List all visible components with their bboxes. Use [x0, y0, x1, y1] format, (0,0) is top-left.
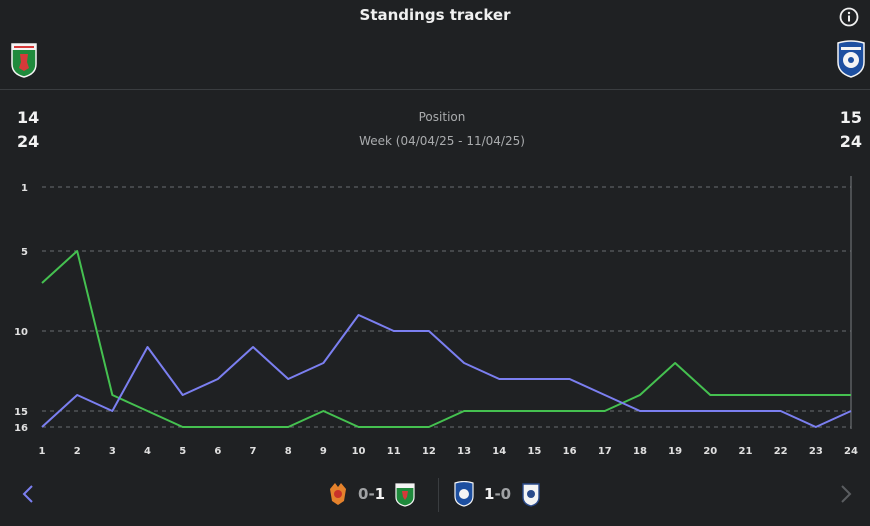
x-tick-label: 10: [352, 446, 366, 457]
series-line-0: [41, 250, 851, 428]
opponent-crest-icon: [330, 483, 346, 505]
x-tick-label: 7: [250, 446, 257, 457]
week-label: Week (04/04/25 - 11/04/25): [359, 134, 525, 148]
x-tick-label: 13: [457, 446, 471, 457]
info-icon[interactable]: [839, 7, 859, 27]
y-tick-label: 16: [14, 423, 28, 434]
position-label: Position: [418, 110, 466, 124]
home-position: 14: [17, 108, 40, 127]
home-team-crest-small-icon: [395, 483, 415, 507]
away-position: 15: [839, 108, 862, 127]
header-divider: [0, 89, 870, 90]
x-tick-label: 22: [774, 446, 788, 457]
match-result-home[interactable]: 0-1: [327, 481, 416, 507]
x-tick-label: 6: [214, 446, 221, 457]
x-tick-label: 20: [703, 446, 717, 457]
x-tick-label: 16: [563, 446, 577, 457]
y-tick-label: 5: [21, 247, 28, 258]
home-week: 24: [17, 132, 40, 151]
away-team-crest: [837, 40, 865, 78]
match-result-away[interactable]: 1-0: [453, 481, 542, 507]
x-tick-label: 15: [527, 446, 541, 457]
next-week-arrow-icon[interactable]: [834, 483, 856, 505]
x-tick-label: 23: [809, 446, 823, 457]
x-tick-label: 2: [74, 446, 81, 457]
opponent-crest-icon: [522, 483, 540, 507]
x-tick-label: 18: [633, 446, 647, 457]
x-tick-label: 21: [739, 446, 753, 457]
x-tick-label: 24: [844, 446, 858, 457]
x-tick-label: 11: [387, 446, 401, 457]
match-score: 1-0: [484, 485, 512, 503]
y-tick-label: 10: [14, 327, 28, 338]
x-tick-label: 4: [144, 446, 151, 457]
match-score: 0-1: [358, 485, 386, 503]
x-tick-label: 14: [492, 446, 506, 457]
away-team-crest-small-icon: [454, 481, 474, 507]
y-tick-label: 15: [14, 407, 28, 418]
x-tick-label: 8: [285, 446, 292, 457]
x-tick-label: 12: [422, 446, 436, 457]
home-team-crest: [11, 43, 37, 78]
page-title: Standings tracker: [359, 6, 511, 24]
previous-week-arrow-icon[interactable]: [18, 483, 40, 505]
x-tick-label: 3: [109, 446, 116, 457]
match-separator: [438, 478, 439, 512]
x-tick-label: 19: [668, 446, 682, 457]
x-tick-label: 17: [598, 446, 612, 457]
x-tick-label: 9: [320, 446, 327, 457]
away-week: 24: [839, 132, 862, 151]
x-tick-label: 1: [39, 446, 46, 457]
x-tick-label: 5: [179, 446, 186, 457]
series-line-1: [41, 314, 852, 428]
y-tick-label: 1: [21, 183, 28, 194]
